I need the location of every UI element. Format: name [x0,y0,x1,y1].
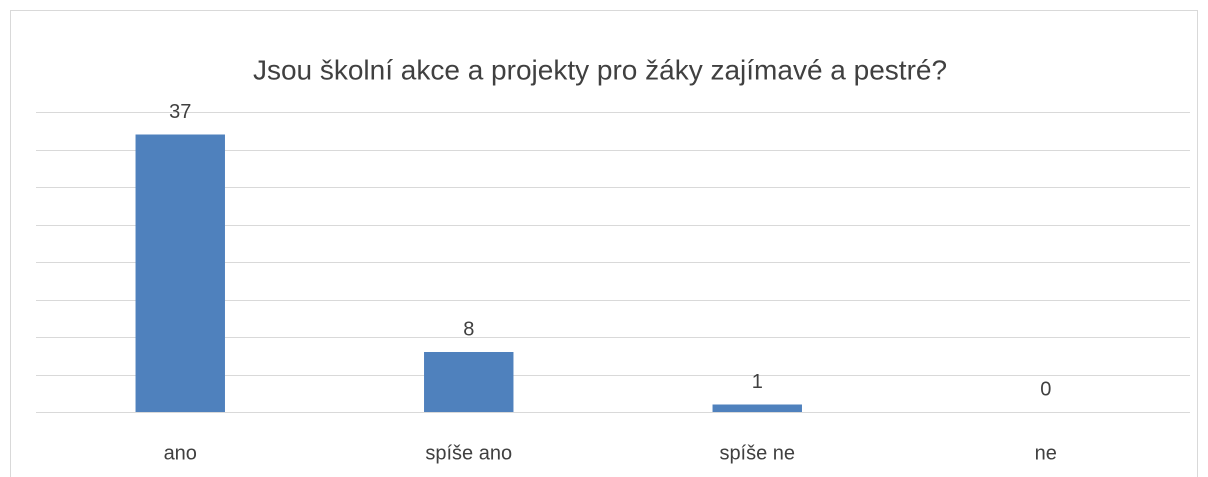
x-tick-label: ano [164,442,197,464]
bar [135,134,225,412]
bar [424,352,514,412]
chart-title: Jsou školní akce a projekty pro žáky zaj… [253,54,947,85]
x-tick-label: ne [1035,442,1057,464]
data-label: 8 [463,318,474,340]
x-tick-label: spíše ne [719,442,795,464]
bar [712,404,802,412]
data-label: 1 [752,371,763,393]
x-tick-label: spíše ano [425,442,512,464]
data-label: 37 [169,101,191,123]
data-label: 0 [1040,378,1051,400]
